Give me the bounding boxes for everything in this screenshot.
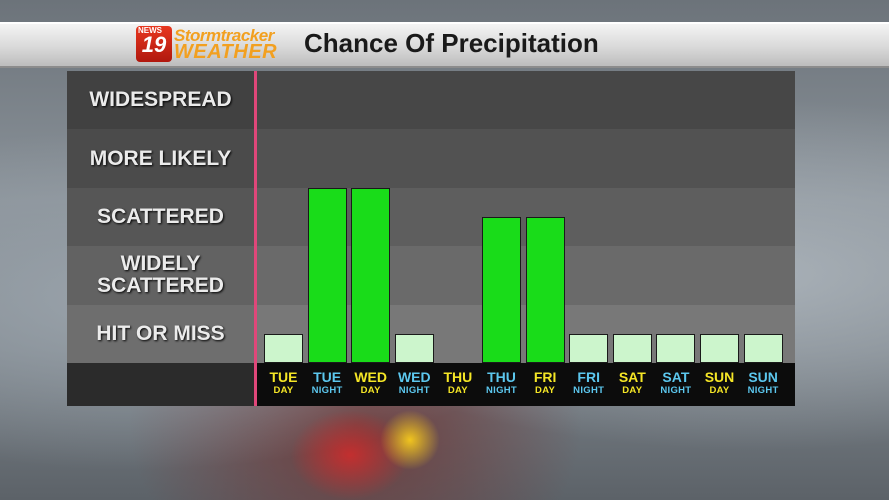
x-tick-day: TUE bbox=[313, 369, 342, 385]
x-axis-corner bbox=[67, 363, 254, 406]
precipitation-chart: HIT OR MISS WIDELY SCATTERED SCATTERED MORE… bbox=[67, 71, 795, 406]
x-tick-period: DAY bbox=[535, 385, 556, 396]
y-level-label: HIT OR MISS bbox=[67, 304, 254, 363]
y-level-label: MORE LIKELY bbox=[67, 129, 254, 188]
x-tick-label: SAT DAY bbox=[610, 369, 654, 396]
logo-brand-line2: WEATHER bbox=[174, 41, 278, 63]
logo-news: NEWS bbox=[138, 26, 162, 35]
precip-bar bbox=[569, 333, 609, 363]
precip-bar bbox=[307, 187, 347, 363]
precip-bar bbox=[612, 333, 652, 363]
x-tick-day: SUN bbox=[704, 369, 735, 385]
x-tick-period: NIGHT bbox=[660, 385, 692, 396]
x-tick-label: TUE NIGHT bbox=[305, 369, 349, 396]
x-tick-day: THU bbox=[443, 369, 473, 385]
x-tick-label: SUN NIGHT bbox=[741, 369, 785, 396]
precip-bar bbox=[351, 187, 391, 363]
x-tick-day: THU bbox=[487, 369, 516, 385]
x-tick-period: DAY bbox=[447, 385, 468, 396]
x-tick-label: FRI DAY bbox=[523, 369, 567, 396]
precip-bar bbox=[394, 333, 434, 363]
precip-bar bbox=[525, 217, 565, 363]
x-tick-period: DAY bbox=[360, 385, 381, 396]
x-tick-period: NIGHT bbox=[398, 385, 430, 396]
precip-bar bbox=[656, 333, 696, 363]
x-tick-period: DAY bbox=[709, 385, 730, 396]
x-tick-label: WED NIGHT bbox=[392, 369, 436, 396]
logo-brand-line1: Stormtracker bbox=[174, 26, 274, 45]
x-tick-period: NIGHT bbox=[747, 385, 779, 396]
x-tick-day: FRI bbox=[577, 369, 600, 385]
precip-bar bbox=[264, 333, 303, 363]
x-tick-label: FRI NIGHT bbox=[567, 369, 611, 396]
x-tick-day: SUN bbox=[748, 369, 778, 385]
x-tick-day: TUE bbox=[269, 369, 298, 385]
y-level-label: WIDELY SCATTERED bbox=[67, 246, 254, 305]
x-tick-label: WED DAY bbox=[349, 369, 393, 396]
x-tick-day: WED bbox=[354, 369, 388, 385]
y-level-label: WIDESPREAD bbox=[67, 71, 254, 130]
x-tick-day: WED bbox=[397, 369, 431, 385]
x-tick-period: NIGHT bbox=[311, 385, 343, 396]
precip-bar bbox=[482, 217, 521, 363]
x-tick-period: DAY bbox=[273, 385, 294, 396]
header-banner: 19 NEWS Stormtracker WEATHER Chance Of P… bbox=[0, 22, 889, 68]
page-title: Chance Of Precipitation bbox=[304, 28, 599, 58]
x-tick-label: THU DAY bbox=[436, 369, 480, 396]
x-tick-label: TUE DAY bbox=[262, 369, 306, 396]
y-level-label: SCATTERED bbox=[67, 187, 254, 247]
logo-number: 19 bbox=[136, 26, 172, 62]
x-tick-period: DAY bbox=[622, 385, 643, 396]
x-tick-period: NIGHT bbox=[573, 385, 605, 396]
x-tick-period: NIGHT bbox=[485, 385, 518, 396]
x-tick-label: THU NIGHT bbox=[480, 369, 524, 396]
x-tick-day: SAT bbox=[662, 369, 690, 385]
precip-bar bbox=[743, 333, 783, 363]
y-axis-divider bbox=[254, 71, 257, 406]
x-tick-label: SAT NIGHT bbox=[654, 369, 698, 396]
station-logo: 19 NEWS Stormtracker WEATHER bbox=[136, 26, 298, 63]
x-tick-label: SUN DAY bbox=[698, 369, 742, 396]
background-light-yellow bbox=[380, 410, 440, 470]
x-tick-day: SAT bbox=[618, 369, 646, 385]
precip-bar bbox=[700, 333, 739, 363]
x-tick-day: FRI bbox=[533, 369, 557, 385]
